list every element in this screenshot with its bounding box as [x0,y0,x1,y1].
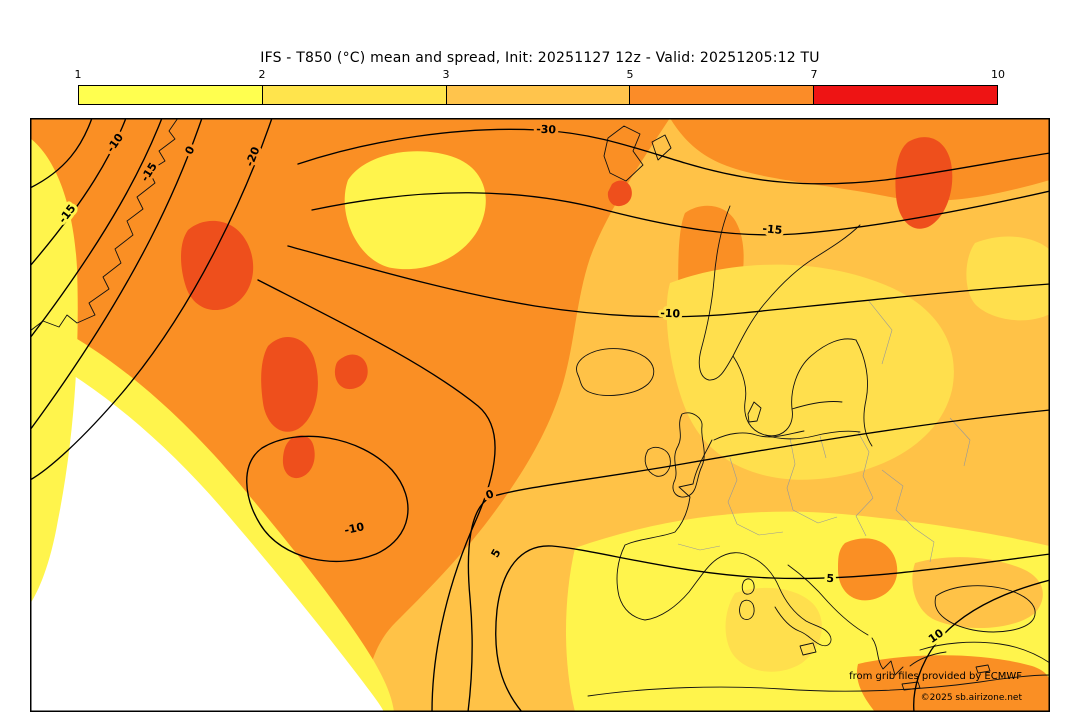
colorbar-segments [78,85,998,105]
coastline-ireland [644,447,671,477]
fill-orange-balkans-patch [838,538,898,601]
colorbar-segment [79,86,263,104]
contour-line-plus10 [913,579,1050,712]
colorbar-tick-label: 2 [258,68,266,81]
contour-line-minus5 [257,279,496,712]
contour-line-nw-4 [30,118,203,431]
contour-line-plus5 [495,545,1050,712]
fill-red-spot-greenland-3 [334,354,368,390]
coastline-black-sea [934,585,1036,633]
coastline-crete [901,681,921,691]
coastline-gulf-of-finland [791,401,843,410]
colorbar-segment [630,86,815,104]
contour-label: -10 [660,306,681,320]
border-line [736,523,784,536]
coastline-iceland [576,348,655,396]
fill-red-spot-greenland-1 [181,220,254,311]
coastline-finland-east [855,339,873,447]
credit-ecmwf: from grib files provided by ECMWF [849,671,1022,682]
fill-yellow-left-edge-strip [30,138,78,604]
colorbar-tick-label: 5 [626,68,634,81]
fill-orange-top-right-band [670,118,1050,201]
colorbar-tick-label: 7 [810,68,818,81]
contour-line-minus30 [297,128,1050,185]
coastline-italy [750,556,832,647]
border-line [867,299,893,365]
coastline-scandinavia [698,205,861,381]
coastline-svalbard [603,125,644,182]
contour-lines [30,118,1050,712]
fill-red-spot-greenland-2 [261,336,318,432]
country-borders [677,299,971,563]
coastline-britain [672,412,705,498]
fill-gold-right-edge [966,236,1050,321]
coastline-corsica [741,578,755,595]
fill-red-spot-svalbard [607,180,632,207]
coastline-cyprus [975,664,991,674]
contour-line-nw-2 [30,118,127,267]
colorbar-segment [262,86,447,104]
fill-gold-scandinavia-baltic [666,264,954,480]
coastline-denmark [747,401,762,423]
spread-fill-regions [30,118,1050,712]
coastline-greece [871,637,904,676]
map: -10 -15 0 -20 -15 -30 -15 -10 -10 0 5 5 10 from grib… [30,118,1050,712]
contour-label: 5 [826,572,835,586]
border-line [727,457,738,525]
page-title: IFS - T850 (°C) mean and spread, Init: 2… [260,50,820,66]
coastline-baltic-south [764,430,861,440]
border-line [913,527,935,563]
contour-line-nw-3 [30,118,163,339]
border-line [792,509,838,524]
colorbar-segment [446,86,631,104]
colorbar-tick-label: 1 [74,68,82,81]
coastline-north-sea [713,430,805,441]
contour-line-nw-1 [30,118,93,189]
fill-red-spot-northeast [895,137,953,229]
coastline-north-africa [587,674,1050,697]
credit-copyright: ©2025 sb.airizone.net [921,693,1023,703]
coastline-turkey-south [919,641,1050,664]
coastline-baltic-bothnia [732,338,857,437]
fill-amber-blacksea-patch [912,557,1043,629]
coastline-sicily [799,642,817,656]
map-frame [30,118,1050,712]
contour-line-minus10-pocket [246,435,409,563]
coastline-adriatic-balkans [787,564,869,636]
border-line [677,543,721,551]
colorbar-tick-label: 3 [442,68,450,81]
coastline-sardinia [739,599,755,620]
coastline-greenland [30,118,179,332]
contour-line-zero [467,409,1050,712]
contour-label: -30 [536,123,557,137]
border-line [949,417,971,467]
border-line [881,469,915,529]
contour-label: -15 [762,222,783,237]
colorbar-tick-label: 10 [991,68,1005,81]
contour-line-minus10-north [287,245,1050,318]
coastline-france-iberia [616,439,752,621]
colorbar: 1 2 3 5 7 10 [74,68,1006,105]
colorbar-ticks: 1 2 3 5 7 10 [74,68,1006,85]
fill-red-spot-atlantic-small [282,435,315,479]
fill-yellow-top-center [344,151,486,270]
fill-gold-central-europe-patch [725,587,822,672]
border-line [786,437,796,511]
colorbar-segment [814,86,997,104]
fill-orange-bottom-right-corner [856,655,1050,712]
border-line [857,431,874,499]
contour-line-nw-5 [30,118,273,481]
contour-line-minus15 [311,190,1050,236]
border-line [819,435,827,459]
border-line [855,497,874,537]
fill-white-low-spread-wedge [30,350,384,712]
